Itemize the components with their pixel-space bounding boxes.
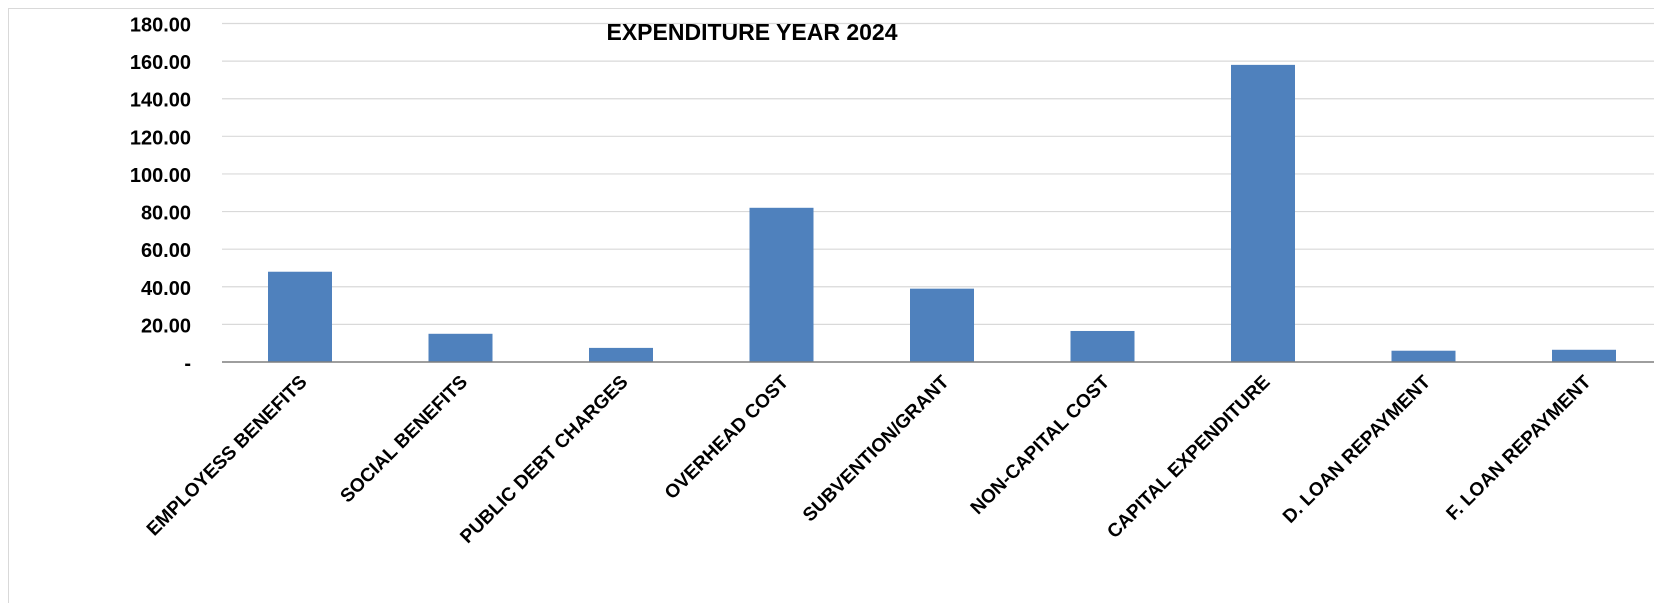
y-tick-label: 160.00 [130, 52, 191, 74]
bar [910, 289, 974, 362]
y-tick-label: 60.00 [141, 240, 191, 262]
y-tick-label: 120.00 [130, 127, 191, 149]
bar [1552, 350, 1616, 362]
bar [1392, 351, 1456, 362]
y-tick-label: - [184, 353, 191, 375]
bar [589, 348, 653, 362]
chart-title: EXPENDITURE YEAR 2024 [606, 19, 897, 45]
bar [750, 208, 814, 362]
bar [429, 334, 493, 362]
y-tick-label: 140.00 [130, 90, 191, 112]
y-tick-label: 40.00 [141, 278, 191, 300]
bar [1071, 331, 1135, 362]
bar [268, 272, 332, 362]
chart-border [9, 9, 1654, 604]
y-tick-label: 80.00 [141, 203, 191, 225]
y-tick-label: 20.00 [141, 315, 191, 337]
bar [1231, 65, 1295, 362]
y-tick-label: 180.00 [130, 15, 191, 37]
y-tick-label: 100.00 [130, 165, 191, 187]
